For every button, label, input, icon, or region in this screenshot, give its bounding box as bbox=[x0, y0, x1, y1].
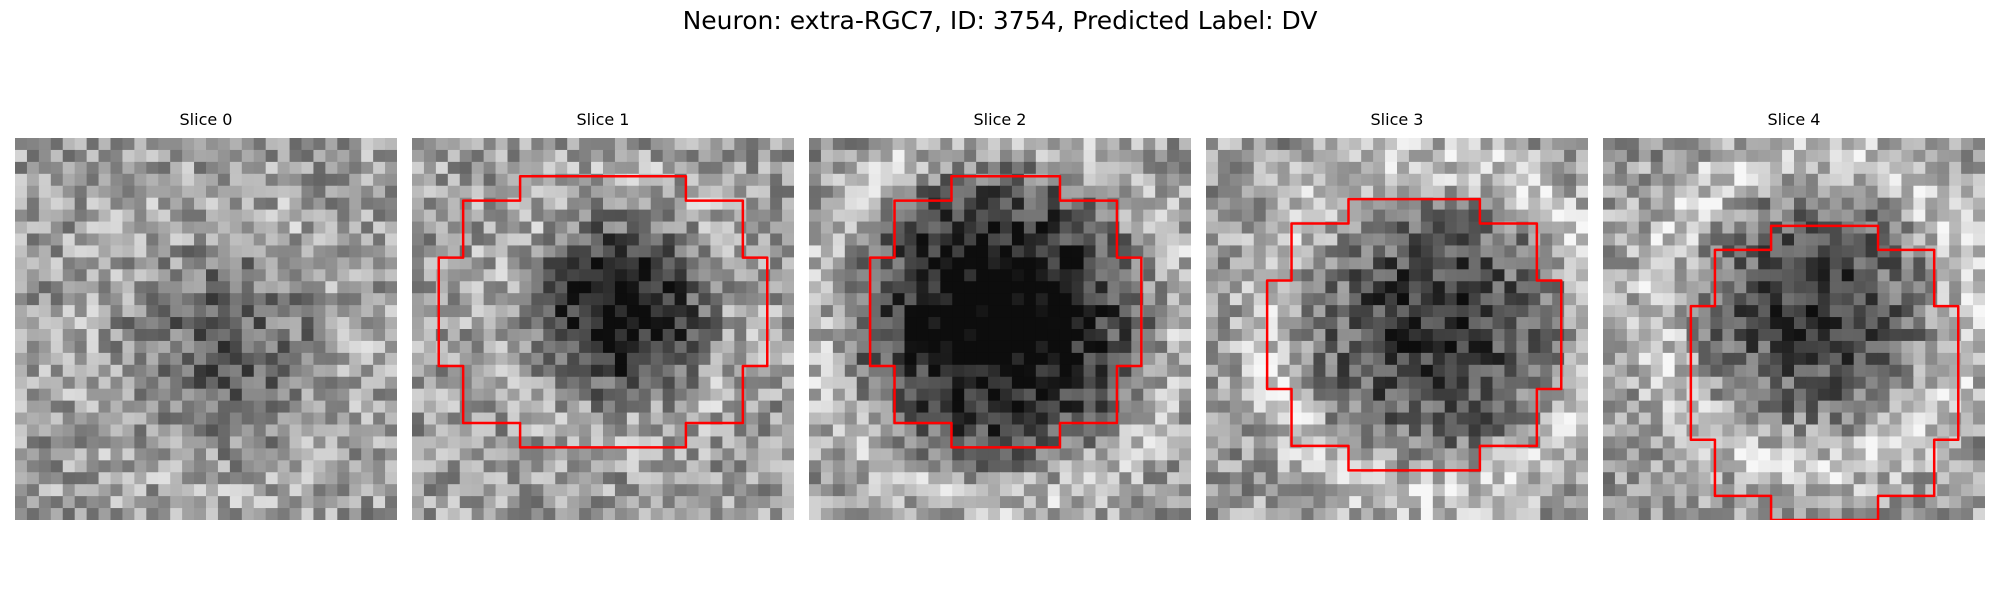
slice-panel-0: Slice 0 bbox=[15, 110, 397, 520]
slice-svg bbox=[412, 138, 794, 520]
slice-svg bbox=[1206, 138, 1588, 520]
pixel-grid bbox=[412, 138, 794, 520]
slice-image bbox=[1603, 138, 1985, 520]
slice-title: Slice 2 bbox=[973, 110, 1027, 129]
slice-panel-2: Slice 2 bbox=[809, 110, 1191, 520]
pixel-grid bbox=[809, 138, 1191, 520]
slice-image bbox=[412, 138, 794, 520]
slice-title: Slice 3 bbox=[1370, 110, 1424, 129]
slice-title: Slice 0 bbox=[179, 110, 233, 129]
slice-image bbox=[809, 138, 1191, 520]
slice-image bbox=[15, 138, 397, 520]
slice-panel-3: Slice 3 bbox=[1206, 110, 1588, 520]
roi-contour bbox=[1265, 197, 1563, 472]
figure-title: Neuron: extra-RGC7, ID: 3754, Predicted … bbox=[682, 6, 1318, 35]
slice-image bbox=[1206, 138, 1588, 520]
slice-svg bbox=[809, 138, 1191, 520]
slice-svg bbox=[15, 138, 397, 520]
roi-contour bbox=[437, 174, 769, 449]
slice-svg bbox=[1603, 138, 1985, 520]
roi-contour bbox=[1689, 224, 1960, 520]
roi-contour bbox=[868, 174, 1143, 449]
slice-panel-1: Slice 1 bbox=[412, 110, 794, 520]
pixel-grid bbox=[1206, 138, 1588, 520]
pixel-grid bbox=[15, 138, 397, 520]
slice-title: Slice 4 bbox=[1767, 110, 1821, 129]
pixel-grid bbox=[1603, 138, 1985, 520]
slice-title: Slice 1 bbox=[576, 110, 630, 129]
slice-panel-4: Slice 4 bbox=[1603, 110, 1985, 520]
